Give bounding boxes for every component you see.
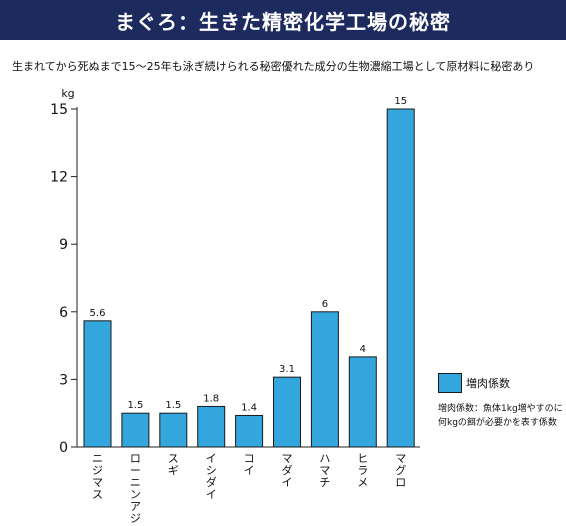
x-tick-label: マグロ xyxy=(395,452,406,489)
x-tick-label: ハマチ xyxy=(319,452,330,489)
data-label: 1.5 xyxy=(127,400,143,411)
data-label: 1.8 xyxy=(203,393,219,404)
data-label: 15 xyxy=(394,96,407,107)
bar xyxy=(83,320,112,448)
y-tick-label: 6 xyxy=(59,305,68,321)
legend-label: 増肉係数 xyxy=(466,377,510,390)
title-bar: まぐろ：生きた精密化学工場の秘密 xyxy=(0,0,566,40)
bar xyxy=(235,414,264,448)
bar xyxy=(348,356,377,448)
bar xyxy=(121,412,150,448)
bar xyxy=(386,108,415,448)
legend: 増肉係数 xyxy=(438,373,510,393)
x-tick-label: イシダイ xyxy=(206,452,217,501)
data-label: 6 xyxy=(322,299,328,310)
x-tick-label: コイ xyxy=(244,452,255,477)
y-tick-label: 9 xyxy=(59,237,68,253)
bar xyxy=(273,376,301,448)
x-tick-label: スギ xyxy=(168,452,179,477)
y-tick-label: 0 xyxy=(59,440,68,456)
legend-swatch xyxy=(438,373,462,393)
y-tick-label: 12 xyxy=(50,170,68,186)
data-label: 4 xyxy=(360,344,366,355)
data-label: 3.1 xyxy=(279,364,295,375)
data-label: 5.6 xyxy=(90,308,106,319)
y-axis-unit: kg xyxy=(61,87,74,100)
chart-subtitle: 生まれてから死ぬまで15～25年も泳ぎ続けられる秘密優れた成分の生物濃縮工場とし… xyxy=(12,60,535,73)
chart-title: まぐろ：生きた精密化学工場の秘密 xyxy=(115,9,451,34)
x-tick-label: ローニンアジ xyxy=(130,452,141,525)
x-tick-label: ヒラメ xyxy=(357,452,368,489)
x-tick-label: ニジマス xyxy=(92,452,103,501)
bar xyxy=(197,405,226,448)
x-tick-label: マダイ xyxy=(282,452,293,489)
y-tick-label: 15 xyxy=(50,102,68,118)
chart-note: 増肉係数：魚体1kg増やすのに何kgの餌が必要かを表す係数 xyxy=(438,404,563,428)
bar xyxy=(159,412,188,448)
y-tick-label: 3 xyxy=(59,372,68,388)
bar xyxy=(310,311,339,448)
data-label: 1.4 xyxy=(241,402,257,413)
data-label: 1.5 xyxy=(165,400,181,411)
